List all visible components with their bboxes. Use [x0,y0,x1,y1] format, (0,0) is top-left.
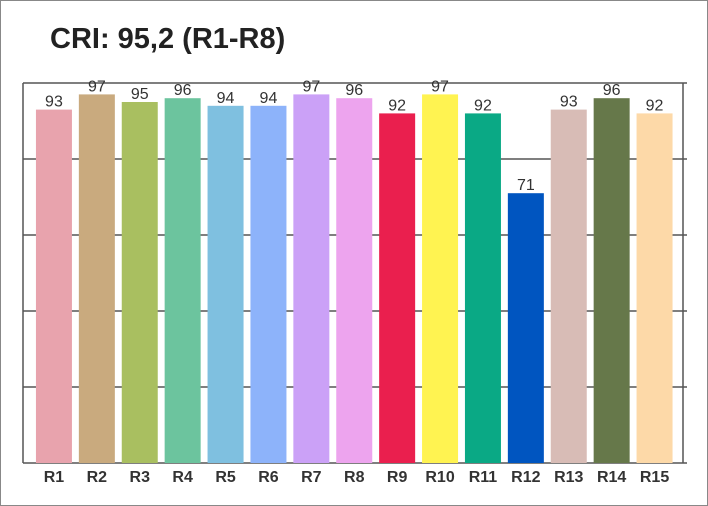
value-label: 92 [474,97,492,114]
x-tick-label: R13 [554,469,583,486]
value-label: 97 [302,78,320,95]
chart-title: CRI: 95,2 (R1-R8) [50,23,285,55]
value-label: 96 [174,82,192,99]
bar [35,109,72,463]
x-tick-label: R4 [172,469,193,486]
x-tick-label: R6 [258,469,279,486]
value-label: 95 [131,86,149,103]
x-tick-label: R3 [130,469,151,486]
value-label: 93 [560,94,578,111]
x-tick-label: R7 [301,469,322,486]
x-tick-label: R10 [425,469,454,486]
value-label: 93 [45,94,63,111]
x-tick-label: R14 [597,469,626,486]
x-tick-label: R11 [469,469,498,486]
bar [550,109,587,463]
bar [379,113,416,464]
x-tick-label: R1 [44,469,65,486]
value-label: 92 [646,97,664,114]
bar [336,98,373,463]
bar [422,94,459,464]
bar [293,94,330,464]
value-label: 96 [345,82,363,99]
bar [207,105,244,464]
x-tick-label: R15 [640,469,669,486]
value-label: 92 [388,97,406,114]
x-tick-label: R2 [87,469,108,486]
bar [164,98,201,463]
value-label: 94 [217,90,235,107]
value-label: 96 [603,82,621,99]
bar [121,102,158,463]
value-label: 71 [517,177,535,194]
x-tick-label: R12 [511,469,540,486]
bar [507,193,544,463]
bar [464,113,501,464]
x-tick-label: R9 [387,469,408,486]
x-tick-label: R8 [344,469,365,486]
bar [78,94,115,464]
bar [250,105,287,464]
x-tick-label: R5 [215,469,236,486]
value-label: 97 [431,78,449,95]
bar [636,113,673,464]
value-label: 97 [88,78,106,95]
value-label: 94 [260,90,278,107]
bar [593,98,630,463]
